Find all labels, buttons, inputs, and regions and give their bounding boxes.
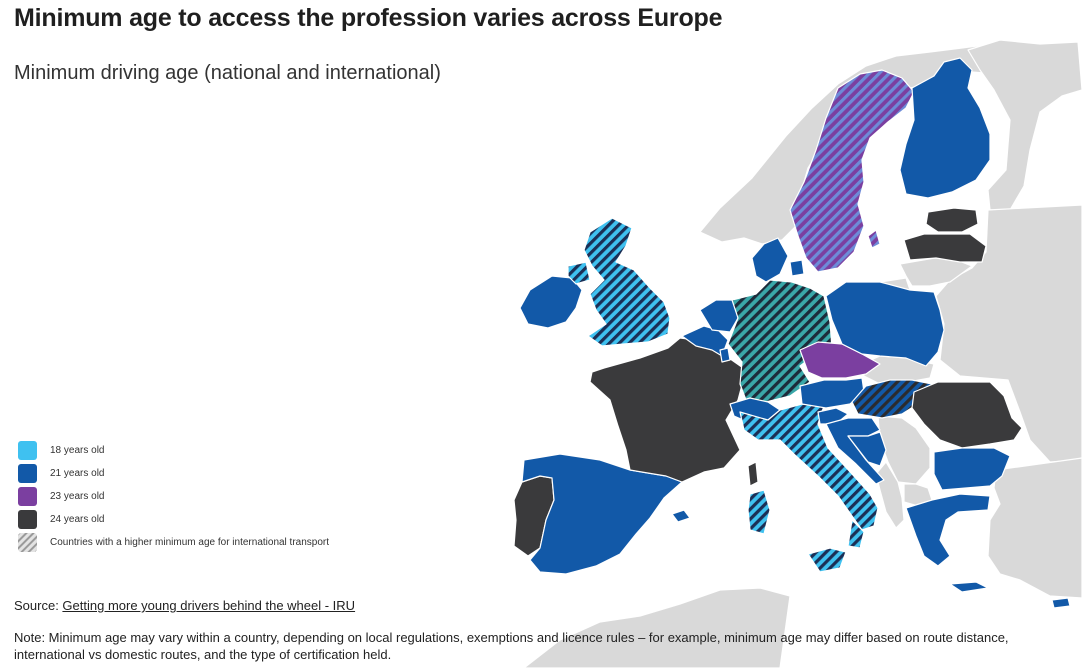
country-bulgaria bbox=[933, 447, 1011, 491]
country-bosnia bbox=[847, 431, 887, 467]
country-sweden-gotland bbox=[867, 229, 881, 249]
country-ireland bbox=[519, 275, 583, 329]
country-finland bbox=[899, 57, 991, 199]
country-united-kingdom bbox=[583, 217, 671, 347]
country-denmark bbox=[751, 237, 789, 283]
country-luxembourg bbox=[719, 347, 731, 363]
footnote: Note: Minimum age may vary within a coun… bbox=[14, 630, 1009, 662]
legend-label-18: 18 years old bbox=[50, 445, 105, 456]
country-cyprus bbox=[1051, 597, 1071, 609]
country-balearics bbox=[671, 509, 691, 523]
page-title: Minimum age to access the profession var… bbox=[14, 4, 723, 32]
legend-label-24: 24 years old bbox=[50, 514, 105, 525]
land-northwest-russia bbox=[967, 39, 1083, 211]
country-italy-calabria bbox=[847, 519, 865, 549]
country-germany bbox=[727, 279, 833, 403]
country-greece bbox=[905, 493, 991, 567]
legend-item-24: 24 years old bbox=[18, 508, 329, 531]
legend-item-21: 21 years old bbox=[18, 462, 329, 485]
legend-item-hatched: Countries with a higher minimum age for … bbox=[18, 531, 329, 554]
country-corsica bbox=[747, 461, 759, 487]
country-belgium bbox=[681, 325, 729, 357]
land-turkey bbox=[987, 457, 1083, 599]
legend-label-21: 21 years old bbox=[50, 468, 105, 479]
legend-swatch-24 bbox=[18, 510, 37, 529]
legend-item-18: 18 years old bbox=[18, 439, 329, 462]
country-czechia bbox=[799, 341, 881, 379]
country-sardinia bbox=[747, 489, 771, 535]
source-link[interactable]: Getting more young drivers behind the wh… bbox=[62, 598, 356, 613]
map-legend: 18 years old 21 years old 23 years old 2… bbox=[18, 439, 329, 554]
country-estonia bbox=[925, 207, 979, 233]
legend-swatch-23 bbox=[18, 487, 37, 506]
legend-label-23: 23 years old bbox=[50, 491, 105, 502]
source-prefix: Source: bbox=[14, 598, 63, 613]
legend-swatch-18 bbox=[18, 441, 37, 460]
legend-swatch-hatched bbox=[18, 533, 37, 552]
land-north-africa bbox=[523, 587, 791, 668]
legend-swatch-21 bbox=[18, 464, 37, 483]
country-sicily bbox=[807, 547, 847, 573]
country-latvia bbox=[903, 233, 987, 263]
legend-label-hatched: Countries with a higher minimum age for … bbox=[50, 537, 330, 548]
country-northern-ireland bbox=[567, 261, 591, 285]
country-greece-crete bbox=[949, 581, 989, 593]
legend-item-23: 23 years old bbox=[18, 485, 329, 508]
country-romania bbox=[911, 381, 1023, 449]
source-line: Source: Getting more young drivers behin… bbox=[14, 598, 355, 613]
country-sweden bbox=[789, 69, 915, 273]
country-denmark-islands bbox=[789, 259, 805, 277]
map-subtitle: Minimum driving age (national and intern… bbox=[14, 62, 441, 84]
country-poland bbox=[825, 281, 945, 367]
